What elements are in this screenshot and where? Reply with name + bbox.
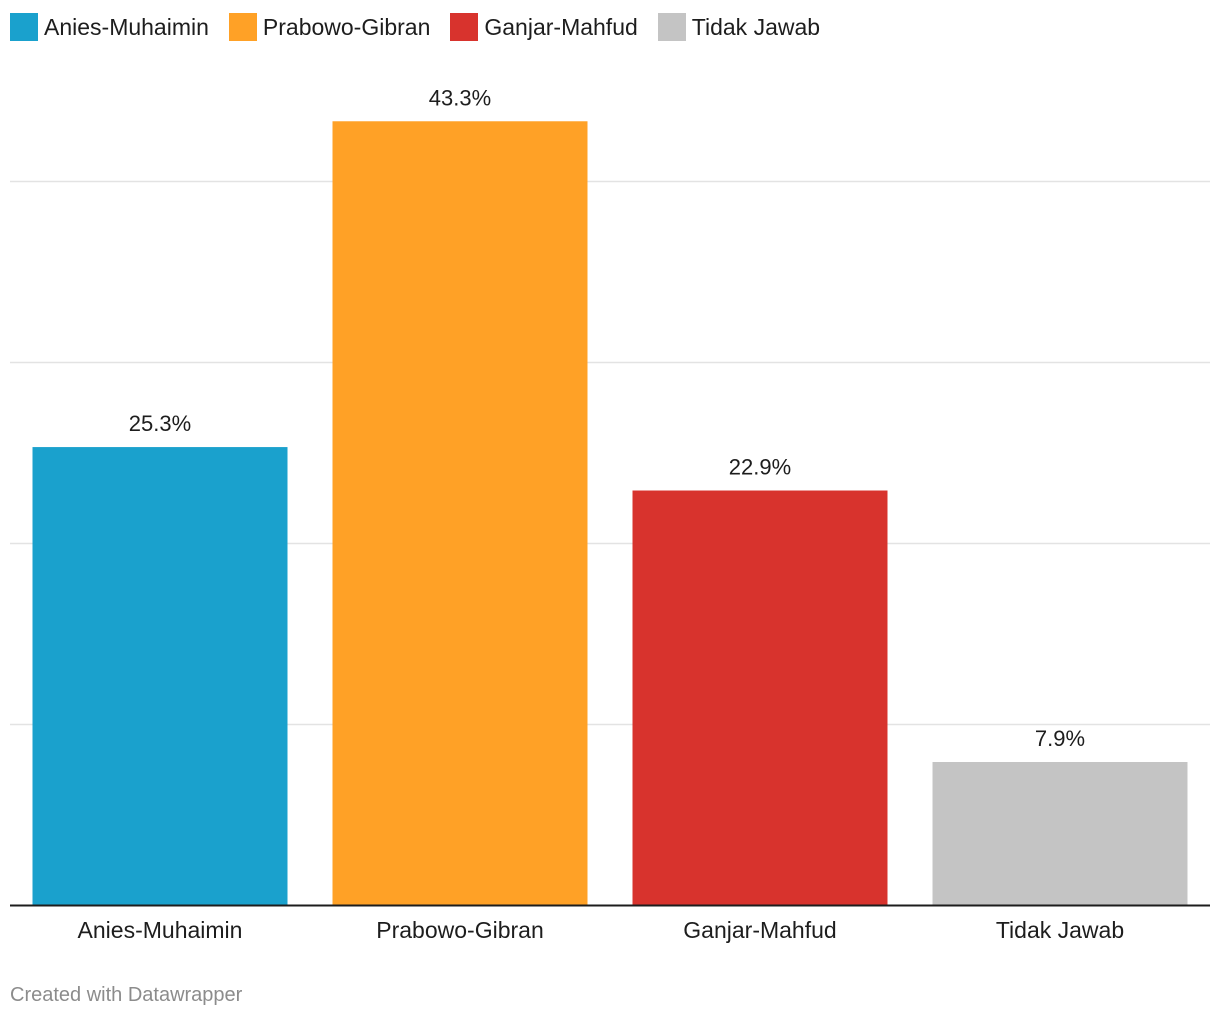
bar-tidak-jawab	[932, 762, 1188, 905]
value-label-tidak-jawab: 7.9%	[1035, 726, 1085, 751]
chart-legend: Anies-Muhaimin Prabowo-Gibran Ganjar-Mah…	[10, 12, 820, 42]
x-axis-tick-labels: Anies-Muhaimin Prabowo-Gibran Ganjar-Mahfu…	[78, 917, 1125, 943]
legend-label-anies-muhaimin: Anies-Muhaimin	[44, 13, 209, 40]
x-tick-label-prabowo-gibran: Prabowo-Gibran	[376, 917, 543, 943]
bar-ganjar-mahfud	[632, 490, 888, 905]
x-tick-label-tidak-jawab: Tidak Jawab	[996, 917, 1124, 943]
value-labels: 25.3% 43.3% 22.9% 7.9%	[129, 85, 1085, 751]
x-tick-label-ganjar-mahfud: Ganjar-Mahfud	[683, 917, 836, 943]
bar-prabowo-gibran	[332, 121, 588, 905]
value-label-anies-muhaimin: 25.3%	[129, 411, 191, 436]
credit-text: Created with Datawrapper	[10, 984, 243, 1006]
legend-swatch-prabowo-gibran	[228, 13, 257, 41]
value-label-ganjar-mahfud: 22.9%	[729, 455, 791, 480]
legend-swatch-anies-muhaimin	[10, 13, 38, 41]
legend-item-ganjar-mahfud: Ganjar-Mahfud	[450, 13, 638, 41]
legend-swatch-tidak-jawab	[657, 13, 686, 41]
legend-item-anies-muhaimin: Anies-Muhaimin	[10, 13, 209, 41]
bar-anies-muhaimin	[32, 447, 288, 905]
legend-label-prabowo-gibran: Prabowo-Gibran	[262, 13, 431, 40]
legend-swatch-ganjar-mahfud	[450, 13, 479, 41]
legend-item-tidak-jawab: Tidak Jawab	[657, 13, 821, 41]
legend-item-prabowo-gibran: Prabowo-Gibran	[228, 13, 431, 41]
bars	[32, 121, 1188, 905]
legend-label-tidak-jawab: Tidak Jawab	[691, 13, 821, 40]
legend-label-ganjar-mahfud: Ganjar-Mahfud	[484, 13, 638, 40]
x-tick-label-anies-muhaimin: Anies-Muhaimin	[78, 917, 243, 943]
value-label-prabowo-gibran: 43.3%	[429, 85, 491, 110]
